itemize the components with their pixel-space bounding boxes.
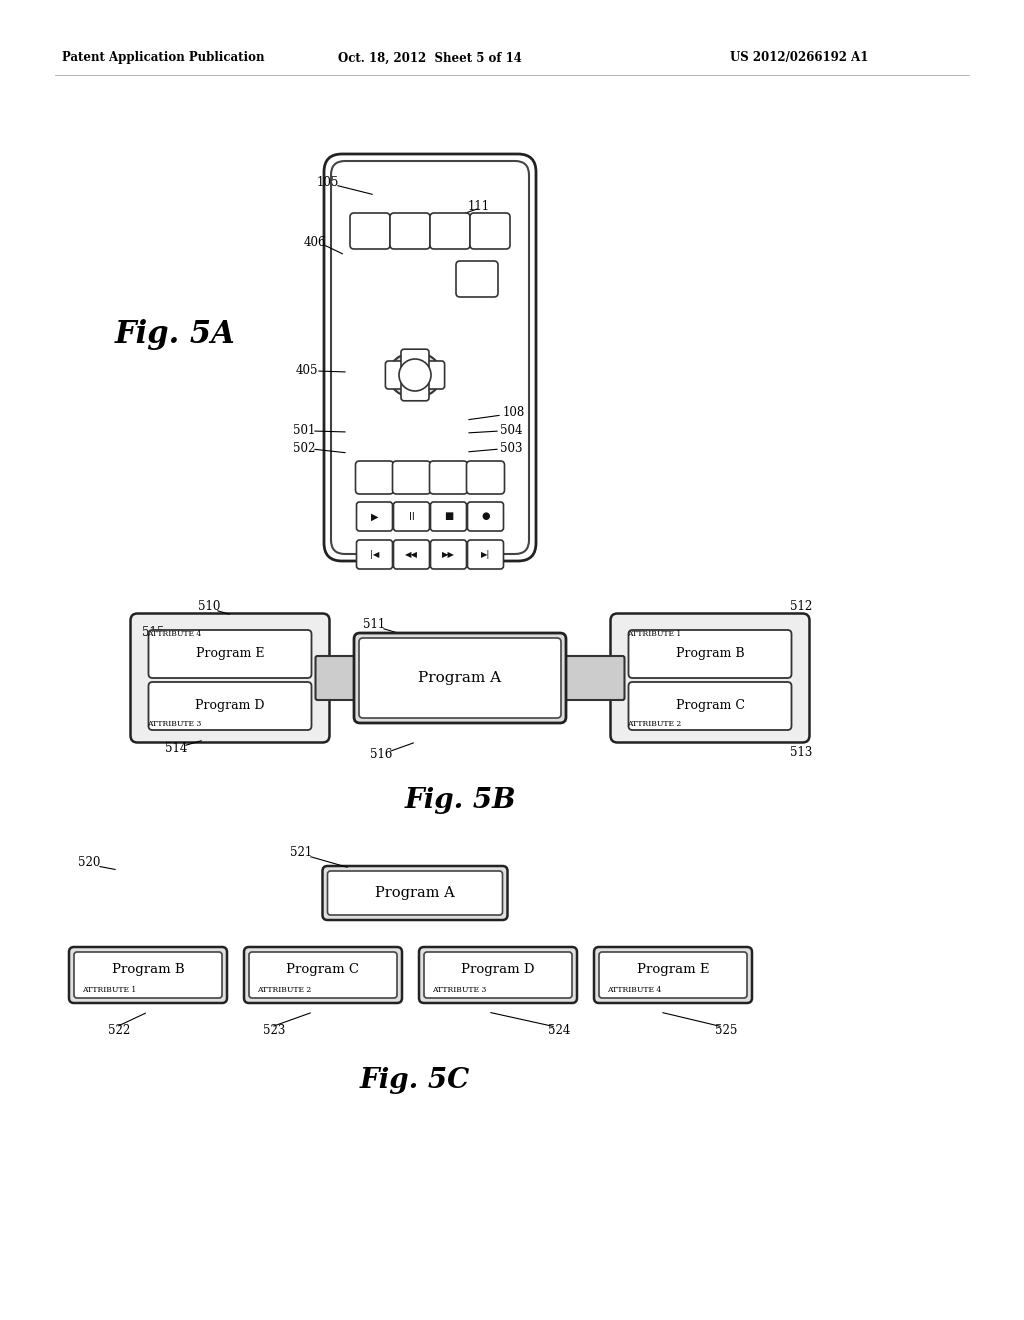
- Text: 406: 406: [304, 235, 327, 248]
- Text: ATTRIBUTE 2: ATTRIBUTE 2: [257, 986, 311, 994]
- FancyBboxPatch shape: [430, 502, 467, 531]
- Text: 512: 512: [790, 601, 812, 614]
- Text: Fig. 5A: Fig. 5A: [115, 319, 236, 351]
- Text: 513: 513: [790, 746, 812, 759]
- FancyBboxPatch shape: [594, 946, 752, 1003]
- Text: Program A: Program A: [375, 886, 455, 900]
- FancyBboxPatch shape: [468, 502, 504, 531]
- FancyBboxPatch shape: [393, 502, 429, 531]
- Text: Program E: Program E: [196, 648, 264, 660]
- Text: ▶: ▶: [371, 511, 378, 521]
- Text: US 2012/0266192 A1: US 2012/0266192 A1: [730, 51, 868, 65]
- Text: Fig. 5B: Fig. 5B: [404, 787, 516, 813]
- FancyBboxPatch shape: [324, 154, 536, 561]
- FancyBboxPatch shape: [456, 261, 498, 297]
- Text: ATTRIBUTE 1: ATTRIBUTE 1: [82, 986, 136, 994]
- Text: 514: 514: [165, 742, 187, 755]
- Ellipse shape: [388, 352, 441, 397]
- Text: Program D: Program D: [461, 964, 535, 977]
- FancyBboxPatch shape: [599, 952, 746, 998]
- Text: Patent Application Publication: Patent Application Publication: [62, 51, 264, 65]
- FancyBboxPatch shape: [390, 213, 430, 249]
- Text: 405: 405: [296, 363, 318, 376]
- Text: ■: ■: [443, 511, 454, 521]
- FancyBboxPatch shape: [350, 213, 390, 249]
- Text: 525: 525: [715, 1023, 737, 1036]
- Text: 105: 105: [317, 177, 339, 190]
- FancyBboxPatch shape: [467, 461, 505, 494]
- Text: |◀: |◀: [370, 550, 379, 558]
- FancyBboxPatch shape: [148, 630, 311, 678]
- FancyBboxPatch shape: [359, 638, 561, 718]
- FancyBboxPatch shape: [331, 161, 529, 554]
- Text: Program A: Program A: [419, 671, 502, 685]
- Text: Program C: Program C: [676, 700, 744, 713]
- Text: Program B: Program B: [112, 964, 184, 977]
- Text: 111: 111: [468, 199, 490, 213]
- Text: ▶|: ▶|: [481, 550, 490, 558]
- FancyBboxPatch shape: [419, 946, 577, 1003]
- Text: 511: 511: [362, 619, 385, 631]
- FancyBboxPatch shape: [74, 952, 222, 998]
- Text: 502: 502: [293, 441, 315, 454]
- FancyBboxPatch shape: [468, 540, 504, 569]
- Text: 516: 516: [370, 748, 392, 762]
- Text: 501: 501: [293, 424, 315, 437]
- Circle shape: [399, 359, 431, 391]
- Text: 521: 521: [290, 846, 312, 859]
- FancyBboxPatch shape: [315, 656, 362, 700]
- Text: 503: 503: [500, 441, 522, 454]
- Text: ATTRIBUTE 1: ATTRIBUTE 1: [628, 631, 682, 639]
- Text: ATTRIBUTE 4: ATTRIBUTE 4: [607, 986, 662, 994]
- Text: 522: 522: [108, 1023, 130, 1036]
- FancyBboxPatch shape: [249, 952, 397, 998]
- FancyBboxPatch shape: [323, 866, 508, 920]
- FancyBboxPatch shape: [429, 461, 468, 494]
- Text: ATTRIBUTE 3: ATTRIBUTE 3: [432, 986, 486, 994]
- Text: 520: 520: [78, 857, 100, 870]
- FancyBboxPatch shape: [356, 540, 392, 569]
- FancyBboxPatch shape: [424, 952, 572, 998]
- Text: 504: 504: [500, 424, 522, 437]
- FancyBboxPatch shape: [244, 946, 402, 1003]
- FancyBboxPatch shape: [629, 630, 792, 678]
- Text: 108: 108: [503, 407, 525, 420]
- Text: Fig. 5C: Fig. 5C: [359, 1067, 470, 1093]
- FancyBboxPatch shape: [392, 461, 430, 494]
- FancyBboxPatch shape: [401, 350, 429, 401]
- Text: II: II: [409, 511, 415, 521]
- Text: 515: 515: [142, 626, 165, 639]
- Text: Program E: Program E: [637, 964, 710, 977]
- Text: 523: 523: [263, 1023, 286, 1036]
- Text: ATTRIBUTE 2: ATTRIBUTE 2: [628, 719, 682, 727]
- Text: Program D: Program D: [196, 700, 265, 713]
- Text: ▶▶: ▶▶: [442, 550, 455, 558]
- FancyBboxPatch shape: [430, 540, 467, 569]
- FancyBboxPatch shape: [629, 682, 792, 730]
- Text: ◀◀: ◀◀: [406, 550, 418, 558]
- FancyBboxPatch shape: [430, 213, 470, 249]
- Text: Program B: Program B: [676, 648, 744, 660]
- FancyBboxPatch shape: [610, 614, 810, 742]
- Text: Program C: Program C: [287, 964, 359, 977]
- FancyBboxPatch shape: [356, 502, 392, 531]
- FancyBboxPatch shape: [148, 682, 311, 730]
- FancyBboxPatch shape: [69, 946, 227, 1003]
- FancyBboxPatch shape: [385, 360, 444, 389]
- FancyBboxPatch shape: [355, 461, 393, 494]
- Text: ●: ●: [481, 511, 489, 521]
- Text: Oct. 18, 2012  Sheet 5 of 14: Oct. 18, 2012 Sheet 5 of 14: [338, 51, 522, 65]
- FancyBboxPatch shape: [328, 871, 503, 915]
- Text: ATTRIBUTE 4: ATTRIBUTE 4: [147, 631, 202, 639]
- Text: ATTRIBUTE 3: ATTRIBUTE 3: [147, 719, 202, 727]
- Text: 524: 524: [548, 1023, 570, 1036]
- FancyBboxPatch shape: [470, 213, 510, 249]
- FancyBboxPatch shape: [393, 540, 429, 569]
- Text: 510: 510: [198, 601, 220, 614]
- FancyBboxPatch shape: [553, 656, 625, 700]
- FancyBboxPatch shape: [130, 614, 330, 742]
- FancyBboxPatch shape: [354, 634, 566, 723]
